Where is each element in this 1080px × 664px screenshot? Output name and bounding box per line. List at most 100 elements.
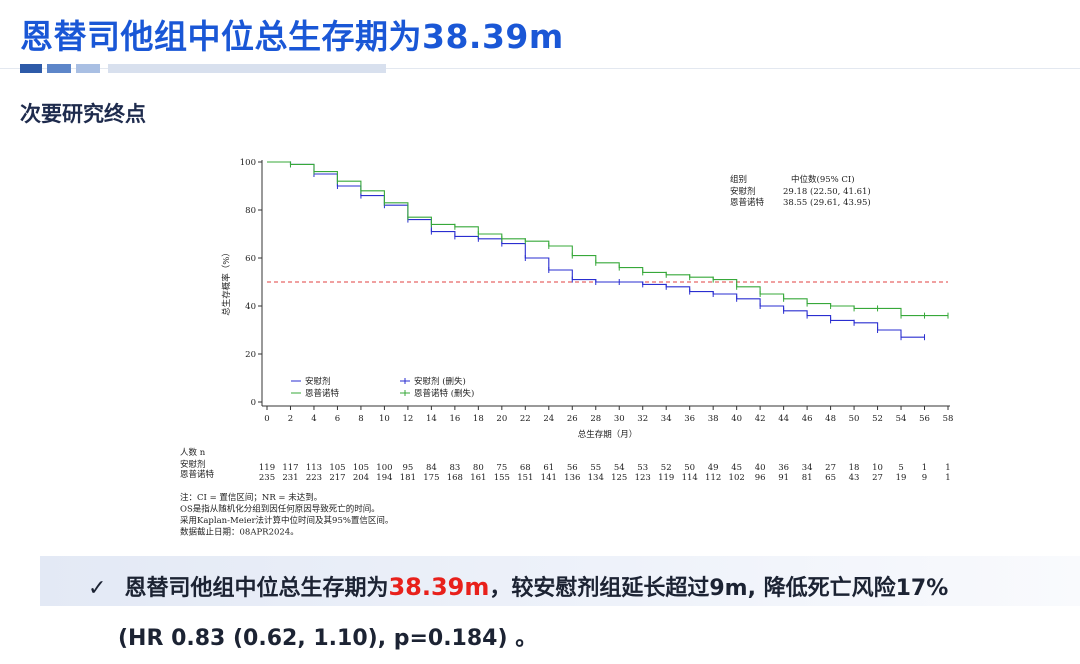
risk-table-cell: 40 (755, 463, 766, 473)
risk-table-cell: 36 (778, 463, 789, 473)
risk-table-cell: 54 (614, 463, 625, 473)
summary-highlight: 38.39m (388, 573, 490, 601)
risk-table-cell: 34 (802, 463, 813, 473)
risk-table-cell: 1 (945, 473, 950, 483)
y-tick-label: 0 (251, 398, 256, 408)
stats-group: 安慰剂 (730, 186, 756, 197)
risk-table-cell: 1 (945, 463, 950, 473)
risk-table-cell: 100 (376, 463, 392, 473)
risk-table-cell: 194 (376, 473, 392, 483)
risk-table-cell: 65 (825, 473, 836, 483)
risk-table-cell: 119 (658, 473, 674, 483)
risk-table-cell: 96 (755, 473, 766, 483)
risk-table-cell: 117 (282, 463, 298, 473)
summary-line-1: ✓ 恩替司他组中位总生存期为38.39m，较安慰剂组延长超过9m, 降低死亡风险1… (88, 570, 948, 602)
risk-table-cell: 181 (400, 473, 416, 483)
x-tick-label: 46 (802, 414, 813, 424)
risk-table-cell: 27 (825, 463, 836, 473)
risk-table-cell: 18 (849, 463, 860, 473)
risk-table-cell: 235 (259, 473, 275, 483)
risk-table-cell: 27 (872, 473, 883, 483)
title-deco-bar-1 (20, 64, 42, 73)
legend-label: 恩普诺特 (305, 388, 340, 399)
risk-table-group: 恩普诺特 (180, 469, 215, 480)
risk-table-cell: 105 (329, 463, 345, 473)
stats-group: 恩普诺特 (730, 197, 765, 208)
footnote: 采用Kaplan-Meier法计算中位时间及其95%置信区间。 (180, 515, 393, 526)
risk-table-cell: 5 (898, 463, 903, 473)
risk-table-cell: 43 (849, 473, 860, 483)
x-tick-label: 30 (614, 414, 625, 424)
risk-table-cell: 231 (282, 473, 298, 483)
chart-panel (175, 150, 970, 545)
stats-value: 29.18 (22.50, 41.61) (783, 186, 871, 197)
risk-table-cell: 123 (635, 473, 651, 483)
risk-table-cell: 10 (872, 463, 883, 473)
summary-text-b: ，较安慰剂组延长超过9m, 降低死亡风险17% (489, 576, 949, 601)
footnote: 数据截止日期：08APR2024。 (180, 527, 299, 538)
risk-table-cell: 52 (661, 463, 672, 473)
page-title: 恩替司他组中位总生存期为38.39m (20, 17, 564, 56)
legend-label: 恩普诺特 (删失) (414, 388, 474, 399)
x-tick-label: 0 (264, 414, 269, 424)
x-tick-label: 16 (449, 414, 460, 424)
risk-table-cell: 75 (496, 463, 507, 473)
risk-table-cell: 9 (922, 473, 927, 483)
risk-table-cell: 168 (447, 473, 463, 483)
risk-table-cell: 161 (470, 473, 486, 483)
x-tick-label: 44 (778, 414, 789, 424)
stats-header-median: 中位数(95% CI) (791, 174, 855, 185)
risk-table-cell: 217 (329, 473, 345, 483)
risk-table-cell: 1 (922, 463, 927, 473)
x-tick-label: 36 (684, 414, 695, 424)
risk-table-cell: 114 (682, 473, 698, 483)
risk-table-cell: 91 (778, 473, 789, 483)
footnote: 注：CI = 置信区间；NR = 未达到。 (180, 492, 322, 503)
risk-table-cell: 175 (423, 473, 439, 483)
title-deco-bar-2 (47, 64, 71, 73)
risk-table-cell: 113 (306, 463, 322, 473)
x-axis-label: 总生存期（月） (578, 429, 638, 440)
risk-table-cell: 19 (896, 473, 907, 483)
risk-table-cell: 55 (590, 463, 601, 473)
x-tick-label: 50 (849, 414, 860, 424)
risk-table-cell: 155 (494, 473, 510, 483)
y-tick-label: 80 (245, 206, 256, 216)
x-tick-label: 34 (661, 414, 672, 424)
x-tick-label: 26 (567, 414, 578, 424)
risk-table-cell: 204 (353, 473, 369, 483)
x-tick-label: 54 (896, 414, 907, 424)
x-tick-label: 56 (919, 414, 930, 424)
section-subtitle: 次要研究终点 (20, 102, 146, 126)
x-tick-label: 8 (358, 414, 363, 424)
x-tick-label: 20 (496, 414, 507, 424)
risk-table-cell: 151 (517, 473, 533, 483)
risk-table-group: 安慰剂 (180, 459, 206, 470)
risk-table-cell: 105 (353, 463, 369, 473)
legend-label: 安慰剂 (删失) (414, 376, 466, 387)
check-icon: ✓ (88, 576, 107, 601)
title-deco-bar-3 (76, 64, 100, 73)
stats-header-group: 组别 (730, 174, 747, 185)
x-tick-label: 58 (943, 414, 954, 424)
x-tick-label: 28 (590, 414, 601, 424)
risk-table-cell: 84 (426, 463, 437, 473)
risk-table-cell: 61 (543, 463, 554, 473)
y-tick-label: 20 (245, 350, 256, 360)
risk-table-cell: 80 (473, 463, 484, 473)
y-tick-label: 40 (245, 302, 256, 312)
x-tick-label: 22 (520, 414, 531, 424)
x-tick-label: 48 (825, 414, 836, 424)
risk-table-cell: 136 (564, 473, 580, 483)
y-tick-label: 60 (245, 254, 256, 264)
summary-text-a: 恩替司他组中位总生存期为 (124, 576, 389, 601)
y-axis-label: 总生存概率（%） (221, 248, 232, 316)
risk-table-cell: 125 (611, 473, 627, 483)
x-tick-label: 18 (473, 414, 484, 424)
x-tick-label: 32 (637, 414, 648, 424)
title-deco-bar-4 (108, 64, 386, 73)
x-tick-label: 42 (755, 414, 766, 424)
x-tick-label: 12 (402, 414, 413, 424)
risk-table-title: 人数 n (180, 447, 206, 458)
